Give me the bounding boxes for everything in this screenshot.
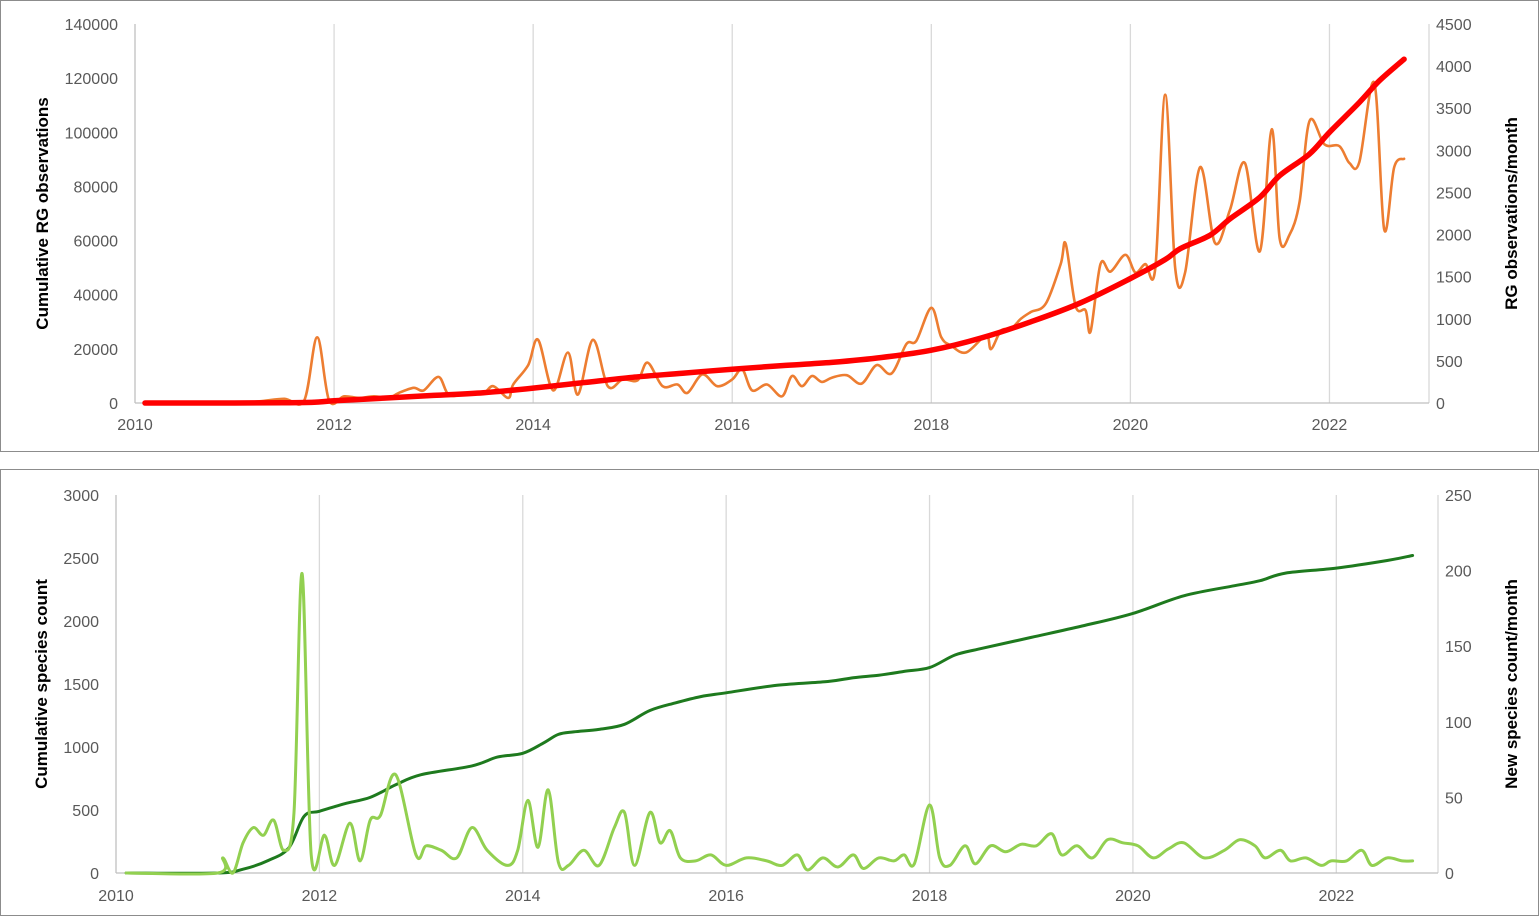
x-tick-label: 2016 <box>708 888 744 905</box>
y-left-tick-label: 40000 <box>74 288 119 305</box>
x-tick-label: 2010 <box>98 888 134 905</box>
series-line-left <box>124 554 1415 875</box>
y-right-tick-label: 1000 <box>1436 312 1472 329</box>
y-left-tick-label: 500 <box>72 803 99 820</box>
y-right-tick-label: 0 <box>1436 396 1445 413</box>
y-right-tick-label: 500 <box>1436 354 1463 371</box>
y-left-tick-label: 0 <box>109 396 118 413</box>
x-tick-label: 2014 <box>505 888 541 905</box>
series-line-right <box>124 572 1415 876</box>
y-left-tick-label: 80000 <box>74 179 119 196</box>
y-right-tick-label: 0 <box>1445 866 1454 883</box>
x-tick-label: 2012 <box>316 417 352 434</box>
y-right-tick-label: 250 <box>1445 488 1472 505</box>
x-tick-label: 2014 <box>515 417 551 434</box>
y-right-tick-label: 4000 <box>1436 59 1472 76</box>
y-left-tick-label: 20000 <box>74 342 119 359</box>
y-right-tick-label: 100 <box>1445 715 1472 732</box>
y-left-tick-label: 2000 <box>63 614 99 631</box>
y-left-tick-label: 3000 <box>63 488 99 505</box>
y-left-tick-label: 140000 <box>65 17 118 34</box>
y-axis-title-right: New species count/month <box>1502 579 1521 789</box>
x-tick-label: 2020 <box>1115 888 1151 905</box>
y-left-tick-label: 0 <box>90 866 99 883</box>
y-left-tick-label: 1500 <box>63 677 99 694</box>
y-axis-title-left: Cumulative species count <box>32 579 51 789</box>
y-axis-title-right: RG observations/month <box>1502 117 1521 310</box>
y-right-tick-label: 1500 <box>1436 270 1472 287</box>
y-left-tick-label: 120000 <box>65 71 118 88</box>
chart-panel-observations: 2010 2012 2014 2016 2018 2020 2022 0 20000 40000 6… <box>0 0 1539 452</box>
chart-species: 2010 2012 2014 2016 2018 2020 2022050010001500… <box>32 488 1521 905</box>
x-tick-label: 2018 <box>912 888 948 905</box>
y-left-tick-label: 1000 <box>63 740 99 757</box>
x-tick-label: 2022 <box>1312 417 1348 434</box>
y-right-tick-label: 200 <box>1445 564 1472 581</box>
y-right-tick-label: 50 <box>1445 790 1463 807</box>
x-tick-label: 2016 <box>714 417 750 434</box>
y-right-tick-label: 2000 <box>1436 228 1472 245</box>
x-tick-label: 2022 <box>1319 888 1355 905</box>
series-line-left <box>142 56 1407 406</box>
y-right-tick-label: 3000 <box>1436 143 1472 160</box>
y-right-tick-label: 2500 <box>1436 185 1472 202</box>
y-right-tick-label: 150 <box>1445 639 1472 656</box>
y-left-tick-label: 2500 <box>63 551 99 568</box>
y-right-tick-label: 3500 <box>1436 101 1472 118</box>
x-tick-label: 2010 <box>117 417 153 434</box>
x-tick-label: 2012 <box>302 888 338 905</box>
chart-observations: 2010 2012 2014 2016 2018 2020 2022020000400006… <box>33 17 1521 434</box>
y-right-tick-label: 4500 <box>1436 17 1472 34</box>
x-tick-label: 2018 <box>914 417 950 434</box>
y-axis-title-left: Cumulative RG observations <box>33 97 52 329</box>
chart-panel-species: 2010 2012 2014 2016 2018 2020 2022 0 500 1000 1500… <box>0 469 1539 916</box>
y-left-tick-label: 60000 <box>74 234 119 251</box>
x-tick-label: 2020 <box>1113 417 1149 434</box>
y-left-tick-label: 100000 <box>65 125 118 142</box>
